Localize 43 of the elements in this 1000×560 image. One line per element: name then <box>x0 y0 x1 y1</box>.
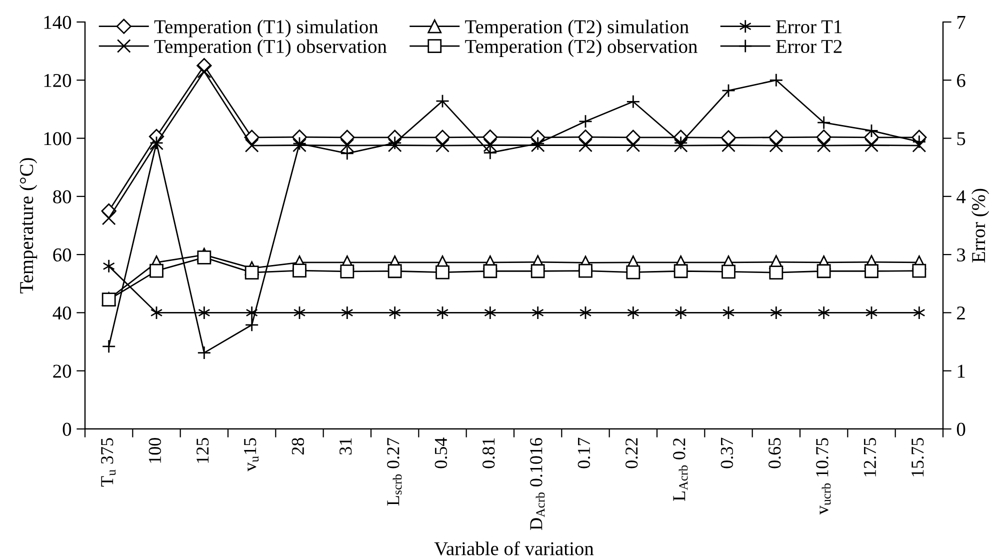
y2-tick-label: 3 <box>957 248 966 262</box>
x-tick-label: 31 <box>340 438 352 454</box>
y-axis-title: Temperature (°C) <box>19 158 38 294</box>
x-tick-label: v$_{u}$15 <box>244 438 259 472</box>
y-tick-label: 0 <box>62 422 72 436</box>
x-tick-label: 0.17 <box>578 438 590 468</box>
x-tick-label: 0.81 <box>482 438 495 468</box>
x-tick-label: 12.75 <box>864 438 876 476</box>
y-tick-label: 40 <box>52 306 72 320</box>
legend-label: Temperation (T2) simulation <box>465 20 689 38</box>
x-tick-label: 0.37 <box>720 438 734 468</box>
x-tick-label: 28 <box>292 438 304 455</box>
y-tick-label: 120 <box>44 74 72 88</box>
x-tick-label: L$_{scrb}$ 0.27 <box>387 438 402 506</box>
y-tick-label: 80 <box>53 190 72 204</box>
x-tick-label: D$_{Acrb}$ 0.1016 <box>530 438 545 530</box>
legend-label: Error T1 <box>776 20 842 34</box>
x-tick-label: L$_{Acrb}$ 0.2 <box>673 438 688 501</box>
y2-tick-label: 7 <box>957 16 966 29</box>
y-tick-label: 20 <box>53 364 72 378</box>
x-tick-label: 0.22 <box>626 438 638 468</box>
x-tick-label: 15.75 <box>912 438 924 476</box>
legend-label: Temperation (T2) observation <box>465 39 698 57</box>
y2-tick-label: 1 <box>958 364 965 378</box>
legend-label: Temperation (T1) observation <box>154 39 387 57</box>
y-tick-label: 60 <box>53 248 72 262</box>
legend-label: Error T2 <box>776 40 842 54</box>
x-tick-label: v$_{ucrb}$ 10.75 <box>816 438 831 515</box>
legend-label: Temperation (T1) simulation <box>154 20 378 38</box>
y2-tick-label: 2 <box>957 306 965 320</box>
y2-tick-label: 4 <box>956 190 966 204</box>
y-tick-label: 140 <box>44 16 72 29</box>
y2-tick-label: 5 <box>957 132 966 146</box>
x-tick-label: 0.54 <box>434 438 448 468</box>
y2-axis-title: Error (%) <box>971 188 990 262</box>
y2-tick-label: 0 <box>956 422 966 436</box>
x-tick-label: 100 <box>148 438 162 463</box>
x-tick-label: T$_{u}$ 375 <box>101 438 116 487</box>
y-tick-label: 100 <box>44 132 72 146</box>
x-axis-title: Variable of variation <box>434 541 594 556</box>
y2-tick-label: 6 <box>957 74 966 88</box>
x-tick-label: 0.65 <box>768 438 781 468</box>
x-tick-label: 125 <box>196 438 209 463</box>
